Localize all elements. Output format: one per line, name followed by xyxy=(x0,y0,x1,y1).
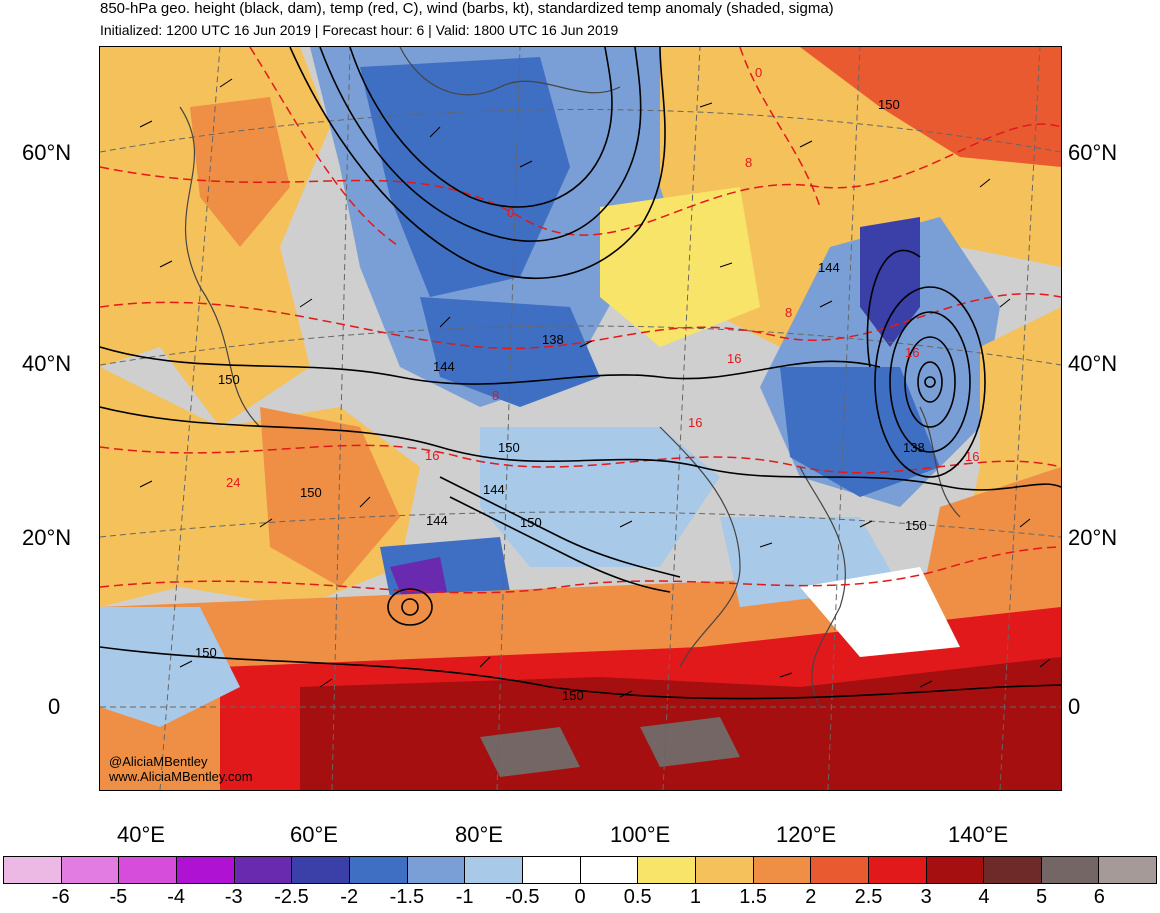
chart-title: 850-hPa geo. height (black, dam), temp (… xyxy=(100,0,834,17)
temp-label: 16 xyxy=(965,449,979,464)
height-label: 150 xyxy=(195,645,217,660)
colorbar-label: -5 xyxy=(109,886,128,908)
lat-label-right: 0 xyxy=(1068,694,1081,719)
height-contours xyxy=(100,47,1061,700)
chart-subtitle: Initialized: 1200 UTC 16 Jun 2019 | Fore… xyxy=(100,22,619,38)
credit-handle: @AliciaMBentley xyxy=(109,754,208,769)
lon-label: 120°E xyxy=(776,822,837,847)
colorbar-label: 2 xyxy=(805,886,817,908)
lat-label-right: 20°N xyxy=(1068,525,1118,550)
height-label: 144 xyxy=(426,513,448,528)
temp-contours xyxy=(100,47,1061,594)
colorbar xyxy=(3,856,1157,884)
temp-label: 8 xyxy=(492,388,499,403)
colorbar-label: -2 xyxy=(340,886,359,908)
colorbar-label: -4 xyxy=(167,886,185,908)
weather-map: 150 144 138 150 144 150 144 150 150 144 … xyxy=(99,46,1062,791)
temp-label: 24 xyxy=(226,475,240,490)
temp-label: 8 xyxy=(785,305,792,320)
temp-label: 0 xyxy=(507,205,514,220)
lat-label-left: 40°N xyxy=(22,351,72,376)
temp-label: 0 xyxy=(755,65,762,80)
colorbar-label: -0.5 xyxy=(505,886,540,908)
colorbar-swatch xyxy=(407,857,466,883)
height-label: 150 xyxy=(498,440,520,455)
colorbar-swatch xyxy=(176,857,235,883)
colorbar-swatch xyxy=(234,857,293,883)
colorbar-swatch xyxy=(811,857,869,883)
temp-label: 16 xyxy=(425,448,439,463)
colorbar-label: -1.5 xyxy=(389,886,425,908)
lat-label-left: 20°N xyxy=(22,525,72,550)
height-label: 150 xyxy=(300,485,322,500)
colorbar-swatch xyxy=(61,857,120,883)
colorbar-label: -3 xyxy=(224,886,243,908)
map-svg: 150 144 138 150 144 150 144 150 150 144 … xyxy=(100,47,1061,790)
wind-barbs xyxy=(139,78,1051,698)
lon-label: 100°E xyxy=(610,822,671,847)
height-label: 150 xyxy=(562,688,584,703)
colorbar-swatch xyxy=(4,857,62,883)
colorbar-swatch xyxy=(580,857,639,883)
colorbar-label: 1 xyxy=(689,886,701,908)
colorbar-label: 6 xyxy=(1093,886,1105,908)
height-label: 150 xyxy=(905,518,927,533)
colorbar-swatch xyxy=(753,857,812,883)
lon-label: 60°E xyxy=(290,822,338,847)
lon-label: 40°E xyxy=(117,822,165,847)
graticule xyxy=(100,47,1061,790)
lat-label-left: 0 xyxy=(48,694,61,719)
colorbar-label: 2.5 xyxy=(854,886,883,908)
colorbar-swatch xyxy=(119,857,177,883)
temp-label: 16 xyxy=(688,415,702,430)
colorbar-label: 5 xyxy=(1036,886,1048,908)
colorbar-swatch xyxy=(522,857,581,883)
colorbar-label: 4 xyxy=(978,886,990,908)
colorbar-label: 0.5 xyxy=(623,886,652,908)
colorbar-swatch xyxy=(1099,857,1157,883)
height-label: 150 xyxy=(218,372,240,387)
lat-label-right: 40°N xyxy=(1068,351,1118,376)
colorbar-label: 0 xyxy=(574,886,586,908)
colorbar-label: -1 xyxy=(455,886,474,908)
colorbar-swatch xyxy=(349,857,408,883)
lat-label-left: 60°N xyxy=(22,140,72,165)
colorbar-swatch xyxy=(292,857,350,883)
colorbar-label: -2.5 xyxy=(274,886,309,908)
colorbar-swatch xyxy=(984,857,1042,883)
height-label: 150 xyxy=(520,515,542,530)
height-label: 138 xyxy=(903,440,925,455)
credit-site: www.AliciaMBentley.com xyxy=(109,769,253,784)
colorbar-swatch xyxy=(695,857,754,883)
colorbar-swatch xyxy=(465,857,523,883)
temp-label: 8 xyxy=(745,155,752,170)
temp-label: 16 xyxy=(905,345,919,360)
colorbar-label: 3 xyxy=(920,886,932,908)
colorbar-swatch xyxy=(1041,857,1100,883)
height-label: 144 xyxy=(483,482,505,497)
height-label: 138 xyxy=(542,332,564,347)
colorbar-swatch xyxy=(868,857,927,883)
temp-label: 16 xyxy=(727,351,741,366)
lat-label-right: 60°N xyxy=(1068,140,1118,165)
coastlines xyxy=(179,47,961,708)
height-label: 150 xyxy=(878,97,900,112)
lon-label: 80°E xyxy=(455,822,503,847)
height-label: 144 xyxy=(818,260,840,275)
colorbar-swatch xyxy=(638,857,696,883)
height-labels: 150 144 138 150 144 150 144 150 150 144 … xyxy=(195,97,927,703)
height-label: 144 xyxy=(433,359,455,374)
colorbar-label: 1.5 xyxy=(739,886,767,908)
temp-labels: 0 8 0 16 8 16 24 8 16 16 16 xyxy=(226,65,979,490)
colorbar-label: -6 xyxy=(51,886,70,908)
colorbar-swatch xyxy=(926,857,985,883)
lon-label: 140°E xyxy=(948,822,1009,847)
